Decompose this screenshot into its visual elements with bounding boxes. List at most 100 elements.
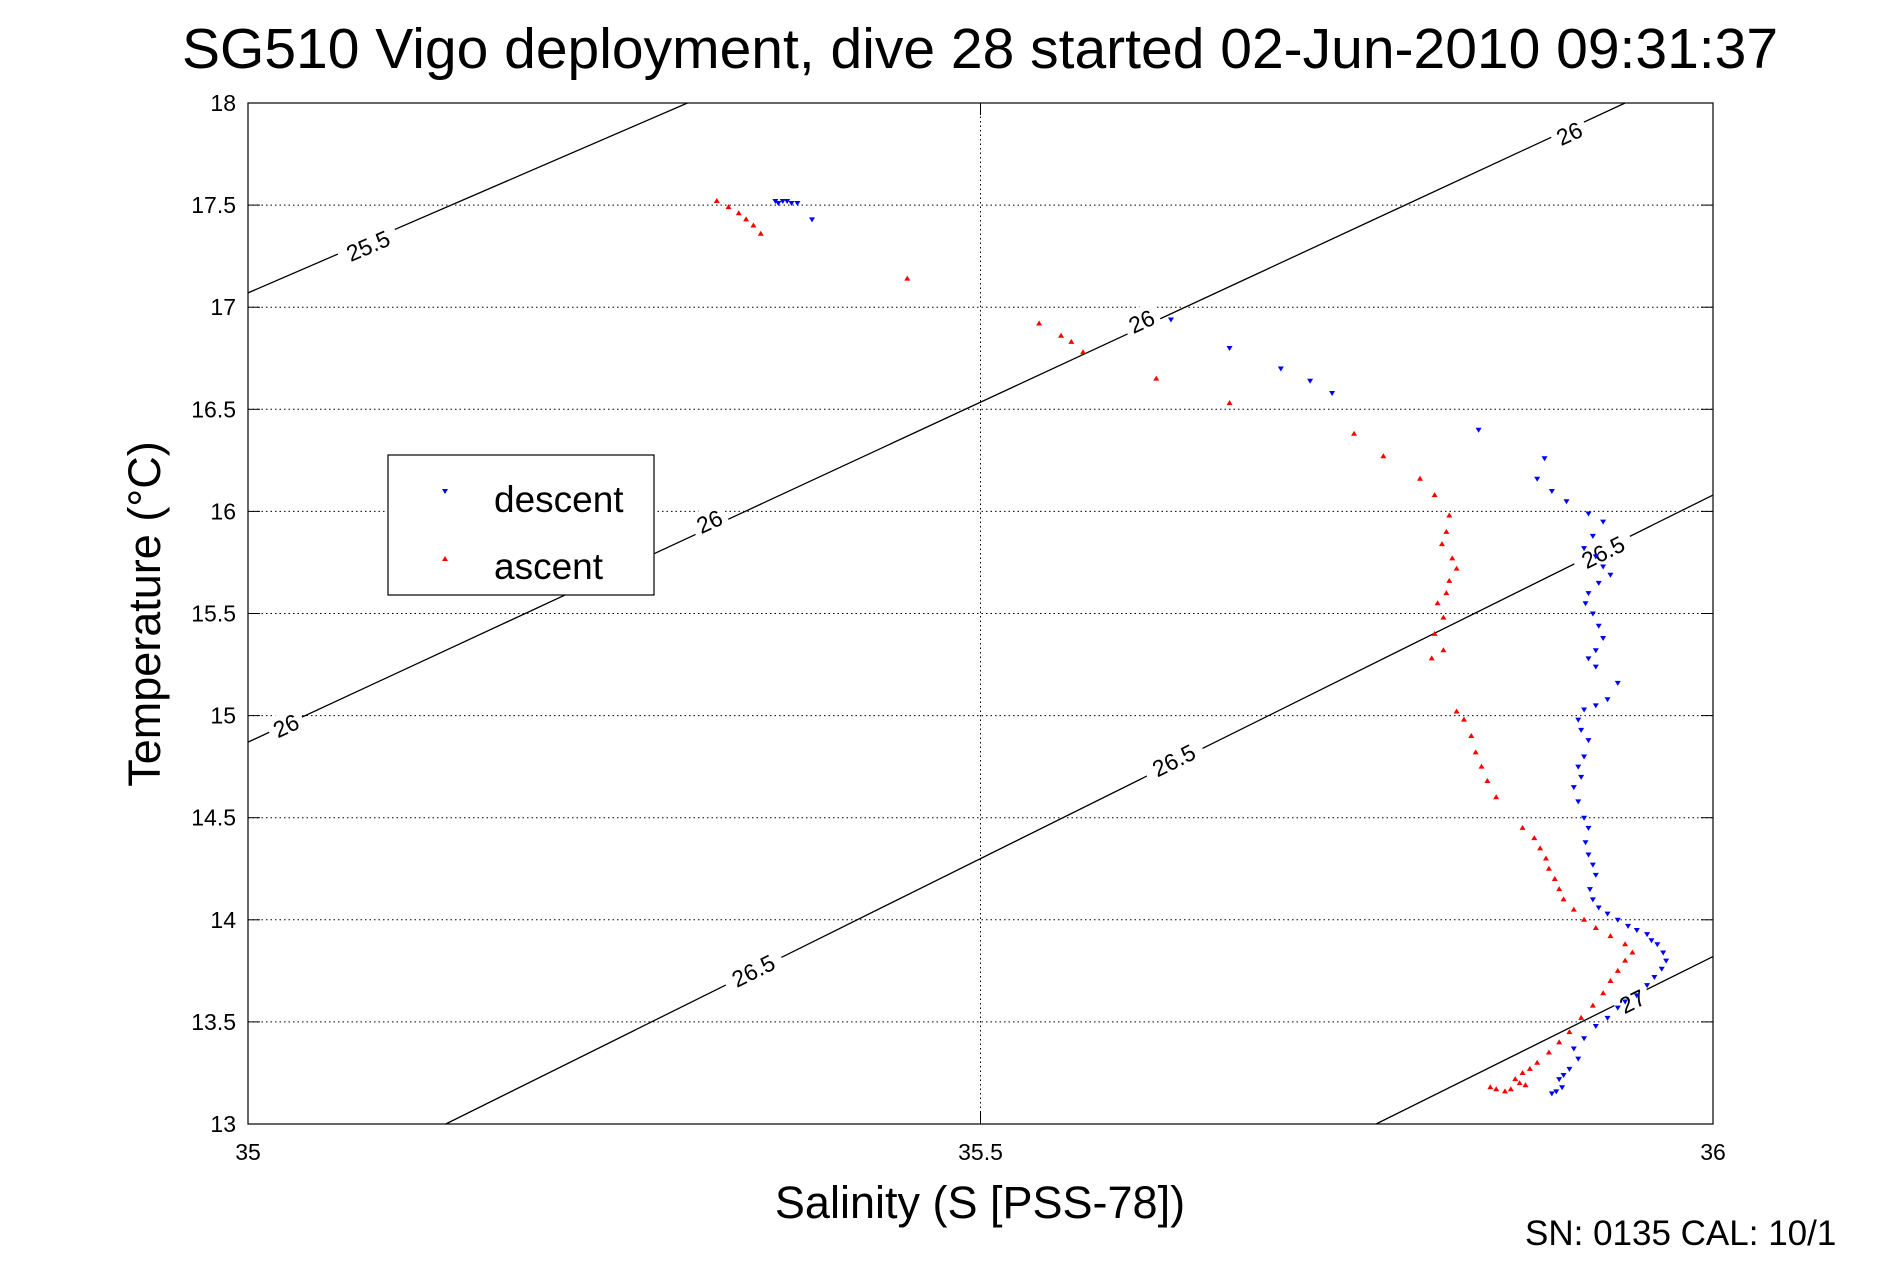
descent-point [1592, 872, 1599, 878]
ascent-point [1622, 957, 1629, 963]
ascent-point [1453, 565, 1460, 571]
ascent-point [1068, 338, 1075, 344]
ascent-point [1487, 1084, 1494, 1090]
ascent-point [735, 210, 742, 216]
descent-point [779, 199, 786, 205]
ascent-point [1446, 577, 1453, 583]
density-contour-line [445, 494, 1714, 1125]
ascent-point [1468, 733, 1475, 739]
descent-point [1582, 601, 1589, 607]
descent-point [1595, 905, 1602, 911]
ascent-point [1519, 1069, 1526, 1075]
y-tick-label: 17 [210, 294, 236, 320]
descent-point [1277, 366, 1284, 372]
descent-point [1600, 636, 1607, 642]
descent-point [1614, 917, 1621, 923]
ascent-point [725, 204, 732, 210]
descent-point [1604, 1015, 1611, 1021]
ascent-point [1526, 1065, 1533, 1071]
descent-point [1575, 799, 1582, 805]
descent-point [1592, 648, 1599, 654]
ascent-point [1607, 978, 1614, 984]
ascent-point [1501, 1088, 1508, 1094]
descent-point [1475, 427, 1482, 433]
serial-calibration-text: SN: 0135 CAL: 10/1 [1525, 1214, 1836, 1253]
y-tick-label: 15.5 [191, 601, 236, 627]
y-tick-label: 16.5 [191, 396, 236, 422]
ascent-point [1542, 855, 1549, 861]
descent-point [1592, 664, 1599, 670]
ascent-point [1431, 630, 1438, 636]
ascent-point [1560, 896, 1567, 902]
descent-point [1560, 1072, 1567, 1078]
descent-point [794, 201, 801, 207]
descent-point [1570, 785, 1577, 791]
legend-box [387, 454, 655, 596]
x-axis-label: Salinity (S [PSS-78]) [775, 1177, 1185, 1228]
ascent-point [904, 275, 911, 281]
descent-point [1548, 1091, 1555, 1097]
y-tick-label: 15 [210, 703, 236, 729]
descent-point [1581, 815, 1588, 821]
density-contour-line [1375, 955, 1714, 1125]
descent-point [1589, 533, 1596, 539]
ascent-point [713, 198, 720, 204]
descent-point [1651, 974, 1658, 980]
ascent-point [1153, 375, 1160, 381]
ascent-point [1556, 886, 1563, 892]
ascent-point [1434, 600, 1441, 606]
descent-point [1585, 591, 1592, 597]
descent-point [1589, 611, 1596, 617]
descent-point [1548, 488, 1555, 494]
descent-point [1585, 511, 1592, 517]
ascent-point [1600, 990, 1607, 996]
ascent-point [1507, 1086, 1514, 1092]
ascent-point [1534, 1059, 1541, 1065]
ascent-point [1440, 647, 1447, 653]
ascent-point [750, 222, 757, 228]
ascent-point [743, 216, 750, 222]
contour-label-gap [719, 944, 788, 998]
data-points [713, 198, 1670, 1097]
descent-point [1607, 572, 1614, 578]
descent-point [1592, 554, 1599, 560]
descent-point [1595, 623, 1602, 629]
y-tick-label: 14.5 [191, 805, 236, 831]
descent-point [1592, 703, 1599, 709]
descent-point [1563, 499, 1570, 505]
ascent-point [1438, 541, 1445, 547]
descent-point [1595, 580, 1602, 586]
contour-label-gap [1547, 113, 1592, 154]
legend: descent ascent [387, 454, 655, 596]
ascent-point [1493, 1086, 1500, 1092]
descent-point [1589, 897, 1596, 903]
y-tick-label: 13 [210, 1111, 236, 1137]
ascent-point [1629, 949, 1636, 955]
descent-point [1556, 1077, 1563, 1083]
descent-point [1578, 774, 1585, 780]
ascent-point [1226, 400, 1233, 406]
ascent-point [1566, 1029, 1573, 1035]
descent-point [1581, 546, 1588, 552]
descent-point [772, 199, 779, 205]
legend-descent-label: descent [494, 479, 624, 520]
ascent-point [1622, 941, 1629, 947]
descent-point [1541, 456, 1548, 462]
ascent-point [1484, 777, 1491, 783]
descent-point [1644, 983, 1651, 989]
density-contours [247, 102, 1714, 1125]
descent-point [1575, 717, 1582, 723]
ascent-point [1460, 716, 1467, 722]
ascent-point [1036, 320, 1043, 326]
descent-point [1622, 999, 1629, 1005]
descent-point [1585, 656, 1592, 662]
density-contour-line [247, 102, 1626, 743]
ascent-point [1519, 824, 1526, 830]
descent-point [1614, 1005, 1621, 1011]
descent-point [1600, 519, 1607, 525]
descent-point [1167, 317, 1174, 323]
descent-point [1578, 727, 1585, 733]
ascent-point [1428, 655, 1435, 661]
